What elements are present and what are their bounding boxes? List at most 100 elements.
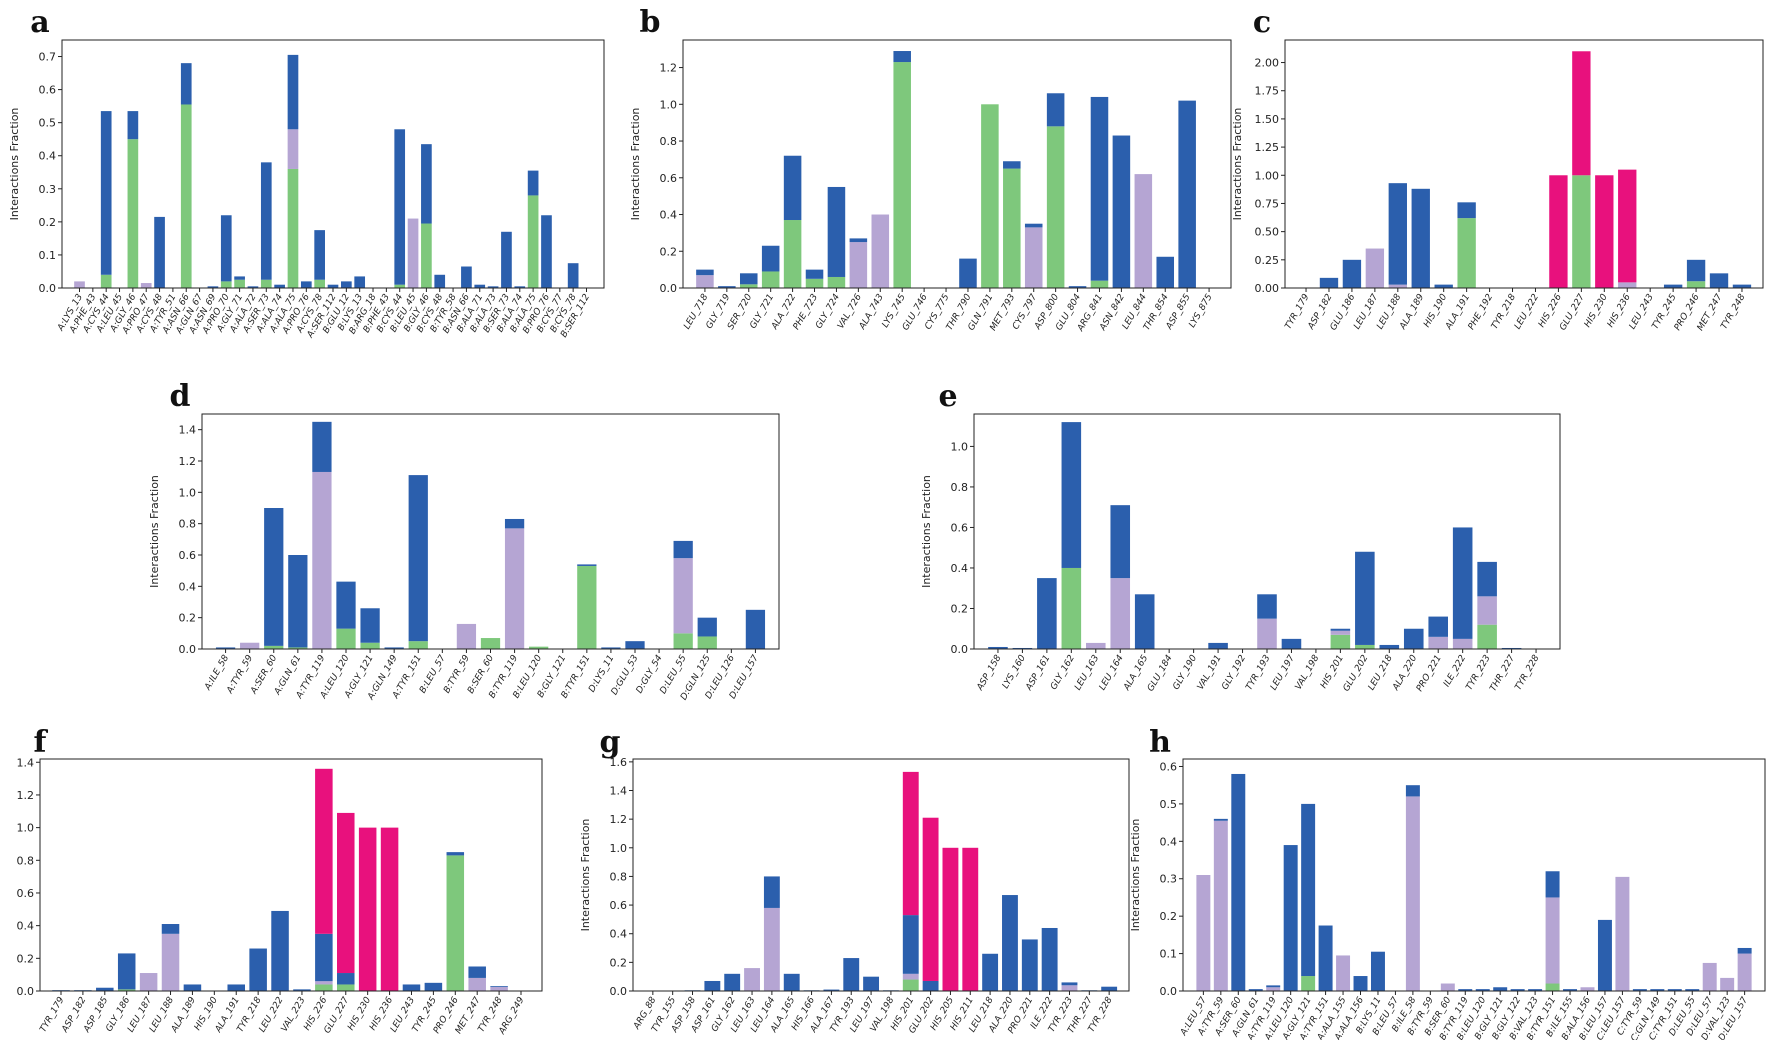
bar-hbond (577, 564, 597, 566)
bar-hbond (988, 646, 1008, 649)
bar-hbond (487, 286, 499, 288)
bar-ionic (100, 274, 112, 288)
bar-hbond (601, 647, 621, 649)
bar-hydrophobic (1618, 282, 1637, 288)
bar-hbond (271, 910, 289, 991)
bar-hbond (1330, 628, 1351, 631)
bar-hbond (161, 924, 180, 934)
bar-hbond (1024, 223, 1043, 228)
bar-hbond (337, 973, 355, 985)
plot-frame (632, 758, 1130, 992)
y-tick-label: 0.4 (179, 580, 197, 593)
bar-hbond (696, 269, 714, 276)
bar-hydrophobic (407, 218, 419, 288)
bar-hbond (1545, 871, 1560, 898)
bar-hbond (300, 281, 312, 288)
bar-ionic (1330, 634, 1351, 649)
bar-hbond (154, 216, 165, 288)
bar-hbond (893, 51, 911, 63)
bar-hydrophobic (763, 907, 780, 991)
bar-hydrophobic (902, 973, 919, 980)
bar-hbond (394, 129, 406, 285)
bar-hbond (1458, 989, 1473, 991)
y-tick-label: 0.1 (1160, 948, 1178, 961)
y-tick-label: 1.0 (17, 822, 35, 835)
y-tick-label: 0.8 (610, 870, 628, 883)
bar-hbond (327, 284, 339, 288)
bar-hbond (421, 144, 432, 224)
bar-hbond (288, 555, 308, 648)
bar-water (922, 817, 939, 981)
bar-hydrophobic (1440, 983, 1455, 991)
bar-ionic (1003, 168, 1021, 288)
panel-h: h 0.0 0.1 0.2 0.3 0.4 0.5 0.6 Interactions Fract… (1129, 725, 1766, 1040)
bar-ionic (234, 279, 245, 288)
bar-hbond (1403, 628, 1424, 649)
bar-hbond (902, 915, 919, 974)
bar-hbond (827, 186, 846, 277)
bar-hbond (227, 984, 245, 991)
y-tick-label: 0.0 (610, 985, 628, 998)
bar-hydrophobic (673, 558, 693, 634)
y-tick-label: 0.4 (660, 209, 678, 222)
bar-hbond (1101, 986, 1118, 991)
y-tick-label: 1.2 (660, 62, 678, 75)
bar-hbond (127, 111, 139, 140)
bar-hbond (360, 608, 380, 643)
bar-hbond (1213, 818, 1228, 821)
bar-hbond (1388, 183, 1407, 285)
y-axis-label: Interactions Fraction (1231, 108, 1244, 221)
bar-hbond (1528, 989, 1543, 991)
y-tick-label: 0.4 (17, 920, 35, 933)
bar-ionic (1477, 624, 1497, 649)
bar-hbond (424, 982, 443, 991)
y-tick-label: 0.3 (39, 183, 57, 196)
bar-hbond (446, 852, 465, 856)
bar-hbond (1457, 202, 1476, 219)
bar-ionic (902, 979, 919, 991)
x-tick-label: GLY_162 (1049, 653, 1077, 691)
bar-hbond (783, 155, 802, 221)
bar-hbond (863, 976, 880, 991)
x-tick-label: GLY_190 (1171, 653, 1199, 691)
bar-hydrophobic (1330, 630, 1351, 635)
bar-hbond (1110, 505, 1131, 579)
bar-ionic (697, 636, 717, 649)
bar-ionic (314, 279, 325, 288)
bar-hbond (514, 286, 526, 288)
bar-hbond (1501, 647, 1522, 649)
bar-hydrophobic (240, 642, 260, 649)
bar-hbond (1231, 773, 1246, 991)
y-tick-label: 0.8 (951, 481, 969, 494)
bar-hbond (1266, 985, 1281, 988)
bar-ionic (805, 278, 824, 288)
panel-letter-f: f (34, 725, 49, 760)
y-tick-label: 2.00 (1255, 57, 1280, 70)
panel-d: d 0.0 0.2 0.4 0.6 0.8 1.0 1.2 1.4 Interactions Fr… (148, 379, 780, 702)
y-tick-label: 1.0 (610, 842, 628, 855)
bar-hbond (215, 647, 236, 649)
bar-ionic (394, 284, 406, 288)
bar-hbond (336, 581, 356, 629)
bar-hbond (1112, 135, 1131, 288)
bar-hbond (260, 162, 272, 280)
bar-hbond (739, 273, 758, 285)
y-tick-label: 0.0 (179, 643, 197, 656)
y-tick-label: 0.8 (17, 854, 35, 867)
bar-hbond (704, 980, 721, 991)
y-axis-label: Interactions Fraction (579, 819, 592, 932)
bar-hbond (287, 54, 299, 130)
bar-hbond (1632, 989, 1647, 991)
bar-hbond (1301, 803, 1316, 977)
bar-hydrophobic (287, 129, 299, 169)
panel-letter-b: b (640, 5, 661, 40)
bar-hbond (1002, 895, 1018, 991)
bar-hbond (1003, 161, 1021, 169)
bar-hbond (1248, 989, 1263, 991)
plot-frame (1182, 758, 1766, 992)
bar-ionic (981, 104, 999, 288)
bar-hbond (341, 281, 352, 288)
y-tick-label: 1.0 (951, 440, 969, 453)
y-tick-label: 1.50 (1255, 113, 1280, 126)
bar-hydrophobic (1477, 596, 1497, 625)
